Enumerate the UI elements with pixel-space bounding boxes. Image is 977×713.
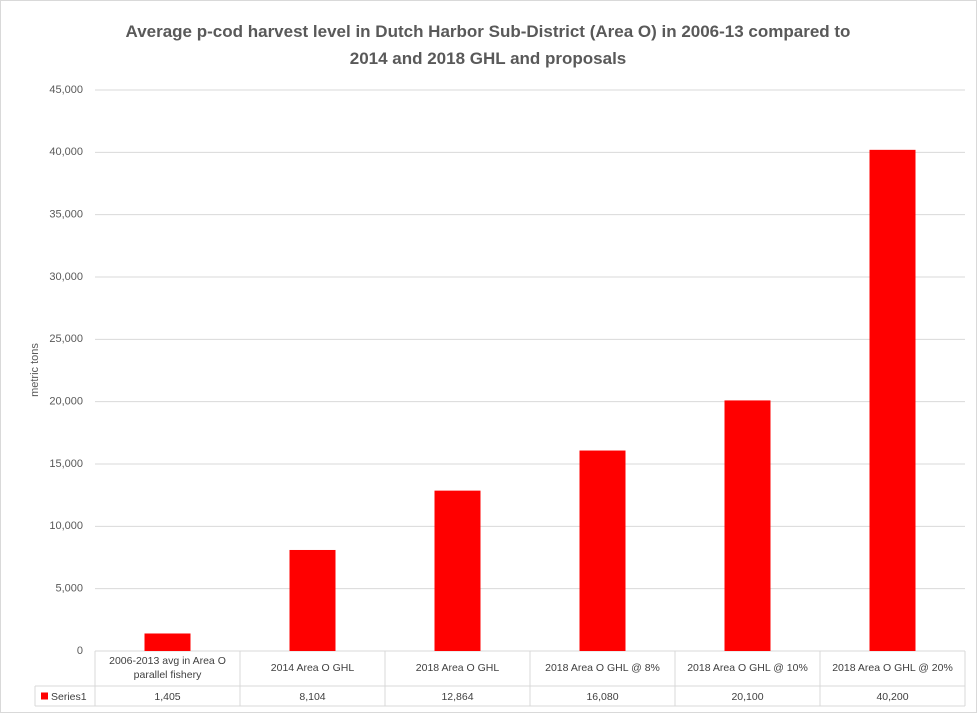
category-label: 2018 Area O GHL @ 20% bbox=[832, 661, 953, 674]
table-value: 40,200 bbox=[876, 691, 908, 703]
y-tick-label: 30,000 bbox=[49, 271, 83, 283]
category-label-box: 2014 Area O GHL bbox=[270, 661, 355, 674]
table-value: 12,864 bbox=[441, 691, 473, 703]
bar bbox=[869, 149, 916, 651]
bar bbox=[724, 400, 771, 651]
category-label-box: 2006-2013 avg in Area O parallel fishery bbox=[109, 655, 226, 681]
y-tick-label: 20,000 bbox=[49, 396, 83, 408]
bar bbox=[434, 490, 481, 651]
y-axis-title: metric tons bbox=[29, 343, 41, 397]
chart-title: Average p-cod harvest level in Dutch Har… bbox=[125, 22, 851, 68]
y-tick-label: 5,000 bbox=[55, 583, 83, 595]
y-tick-label: 0 bbox=[77, 645, 83, 657]
category-label: 2018 Area O GHL @ 10% bbox=[687, 661, 808, 674]
y-tick-label: 35,000 bbox=[49, 209, 83, 221]
bar bbox=[289, 549, 336, 651]
title-box: Average p-cod harvest level in Dutch Har… bbox=[125, 22, 851, 68]
bar bbox=[579, 450, 626, 651]
category-label-box: 2018 Area O GHL @ 8% bbox=[545, 661, 660, 674]
table-value: 8,104 bbox=[299, 691, 325, 703]
y-tick-label: 10,000 bbox=[49, 520, 83, 532]
y-tick-label: 15,000 bbox=[49, 458, 83, 470]
category-label: 2014 Area O GHL bbox=[270, 661, 355, 674]
table-value: 16,080 bbox=[586, 691, 618, 703]
category-label-box: 2018 Area O GHL @ 10% bbox=[687, 661, 808, 674]
legend-label: Series1 bbox=[51, 691, 87, 703]
category-label-box: 2018 Area O GHL bbox=[415, 661, 500, 674]
bar bbox=[144, 633, 191, 651]
category-label: 2018 Area O GHL @ 8% bbox=[545, 661, 660, 674]
y-tick-label: 25,000 bbox=[49, 333, 83, 345]
category-label-box: 2018 Area O GHL @ 20% bbox=[832, 661, 953, 674]
legend-key bbox=[41, 692, 48, 700]
y-tick-label: 45,000 bbox=[49, 84, 83, 96]
y-tick-label: 40,000 bbox=[49, 146, 83, 158]
category-label: 2018 Area O GHL bbox=[415, 661, 500, 674]
category-label: 2006-2013 avg in Area O parallel fishery bbox=[109, 655, 226, 681]
table-value: 1,405 bbox=[154, 691, 180, 703]
table-value: 20,100 bbox=[731, 691, 763, 703]
